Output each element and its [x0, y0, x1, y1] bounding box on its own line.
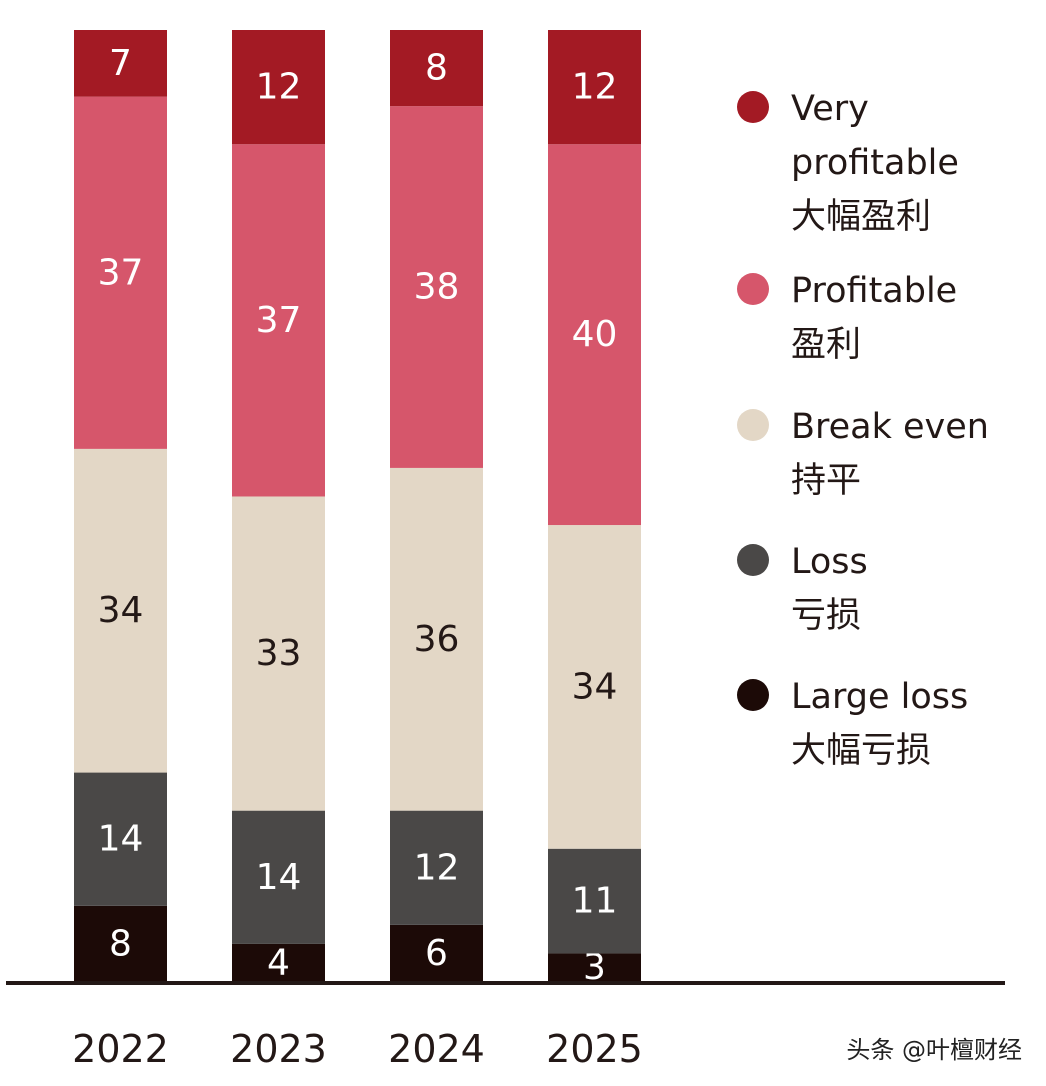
x-tick-label: 2022	[72, 1027, 169, 1071]
legend-item-very-profitable: Very profitable 大幅盈利	[737, 89, 959, 237]
legend-label: Very	[791, 89, 869, 129]
bar-segment-very-profitable	[548, 30, 641, 145]
data-label: 12	[414, 847, 460, 888]
legend-item-break-even: Break even 持平	[737, 407, 989, 501]
data-label: 34	[572, 666, 618, 707]
bar-2025: 3 11 34 40 12	[548, 30, 641, 988]
bar-segment-large-loss	[74, 905, 167, 982]
legend-item-loss: Loss 亏损	[737, 542, 868, 636]
bar-2024: 6 12 36 38 8	[390, 30, 483, 982]
bar-segment-break-even	[548, 525, 641, 849]
data-label: 3	[583, 947, 606, 988]
bar-segment-large-loss	[548, 953, 641, 982]
data-label: 14	[256, 857, 302, 898]
legend-swatch	[737, 409, 769, 441]
bar-segment-break-even	[232, 496, 325, 811]
legend-swatch	[737, 273, 769, 305]
bar-segment-break-even	[390, 467, 483, 811]
bar-segment-large-loss	[390, 924, 483, 982]
bar-segment-very-profitable	[390, 30, 483, 107]
bar-segment-large-loss	[232, 943, 325, 982]
legend-label: Break even	[791, 407, 989, 447]
legend-label: Profitable	[791, 271, 957, 311]
legend-swatch	[737, 679, 769, 711]
legend-label: Large loss	[791, 677, 968, 717]
data-label: 8	[109, 923, 132, 964]
legend-label: 盈利	[791, 325, 861, 365]
data-label: 11	[572, 881, 618, 922]
data-label: 8	[425, 48, 448, 89]
legend-label: Loss	[791, 542, 868, 582]
legend-label: 亏损	[791, 596, 861, 636]
data-label: 12	[256, 67, 302, 108]
bar-segment-loss	[232, 810, 325, 944]
data-label: 40	[572, 314, 618, 355]
bars: 8 14 34 37 7 4 14 33 37 12 6 12 36 38 8 3 11 34 40 12	[74, 30, 641, 988]
bar-segment-loss	[74, 772, 167, 906]
data-label: 7	[109, 43, 132, 84]
bar-segment-loss	[390, 810, 483, 925]
legend-swatch	[737, 91, 769, 123]
bar-segment-profitable	[548, 144, 641, 526]
bar-segment-profitable	[74, 96, 167, 449]
x-tick-label: 2023	[230, 1027, 327, 1071]
bar-segment-break-even	[74, 448, 167, 773]
bar-2023: 4 14 33 37 12	[232, 30, 325, 983]
bar-segment-loss	[548, 848, 641, 954]
bar-2022: 8 14 34 37 7	[74, 30, 167, 982]
legend-item-profitable: Profitable 盈利	[737, 271, 957, 365]
data-label: 4	[267, 942, 290, 983]
legend-label: profitable	[791, 143, 959, 183]
data-label: 37	[98, 252, 144, 293]
data-label: 14	[98, 819, 144, 860]
bar-segment-very-profitable	[232, 30, 325, 145]
data-label: 33	[256, 633, 302, 674]
data-label: 38	[414, 267, 460, 308]
legend-item-large-loss: Large loss 大幅亏损	[737, 677, 968, 771]
bar-segment-profitable	[390, 106, 483, 468]
legend-label: 大幅盈利	[791, 197, 931, 237]
x-tick-label: 2025	[546, 1027, 643, 1071]
x-axis-labels: 2022 2023 2024 2025	[72, 1027, 643, 1071]
legend-label: 持平	[791, 461, 861, 501]
bar-segment-profitable	[232, 144, 325, 497]
legend: Very profitable 大幅盈利 Profitable 盈利 Break even…	[737, 89, 989, 771]
data-label: 6	[425, 933, 448, 974]
bar-segment-very-profitable	[74, 30, 167, 97]
data-label: 36	[414, 619, 460, 660]
x-tick-label: 2024	[388, 1027, 485, 1071]
watermark: 头条 @叶檀财经	[846, 1036, 1022, 1064]
data-label: 34	[98, 590, 144, 631]
data-label: 12	[572, 67, 618, 108]
legend-swatch	[737, 544, 769, 576]
legend-label: 大幅亏损	[791, 731, 931, 771]
data-label: 37	[256, 300, 302, 341]
